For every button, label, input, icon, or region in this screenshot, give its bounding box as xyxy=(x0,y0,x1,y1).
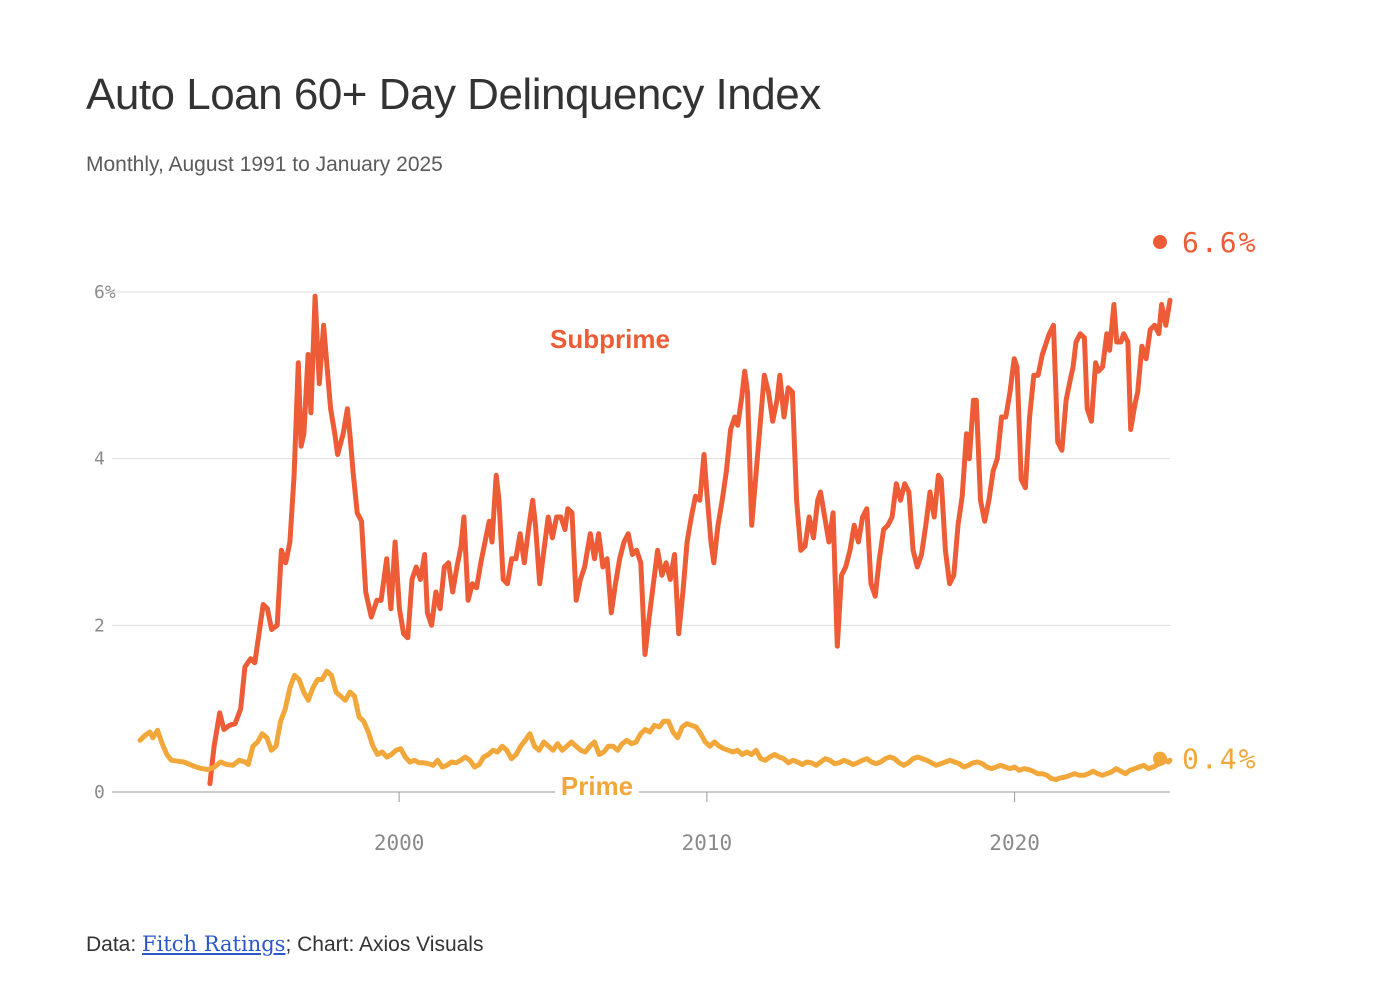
x-tick-label: 2010 xyxy=(682,831,733,855)
endpoint-dot-subprime xyxy=(1153,235,1167,249)
y-tick-label: 2 xyxy=(94,615,105,636)
series-name-subprime: Subprime xyxy=(550,324,670,354)
series-line-subprime xyxy=(207,293,1173,787)
chart-title: Auto Loan 60+ Day Delinquency Index xyxy=(86,70,821,119)
endpoint-dot-prime xyxy=(1153,751,1167,766)
x-tick-label: 2000 xyxy=(374,831,425,855)
series-line-prime xyxy=(137,668,1173,782)
source-note: Data: Fitch Ratings; Chart: Axios Visual… xyxy=(86,932,483,957)
source-suffix: ; Chart: Axios Visuals xyxy=(285,933,484,956)
source-prefix: Data: xyxy=(86,933,143,956)
y-tick-label: 6% xyxy=(94,282,116,303)
y-tick-label: 0 xyxy=(94,782,105,803)
endpoint-label-prime: 0.4% xyxy=(1182,743,1257,776)
prime-label-bg xyxy=(555,771,639,803)
series xyxy=(137,235,1173,787)
series-name-prime: Prime xyxy=(561,771,633,801)
y-tick-label: 4 xyxy=(94,449,105,470)
labels: 6.6% Subprime 0.4% Prime xyxy=(550,226,1257,803)
source-link[interactable]: Fitch Ratings xyxy=(142,932,286,956)
gridlines xyxy=(112,291,1170,793)
endpoint-label-subprime: 6.6% xyxy=(1182,226,1257,259)
x-tick-label: 2020 xyxy=(989,831,1040,855)
axes: 0 2 4 6% 2000 2010 2020 xyxy=(94,282,1040,855)
chart-subtitle: Monthly, August 1991 to January 2025 xyxy=(86,153,443,176)
